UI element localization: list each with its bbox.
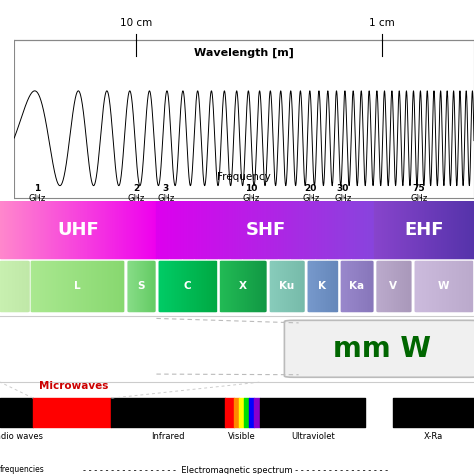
Text: V: V bbox=[390, 281, 397, 291]
Text: - - - - - - - - - - - - - - - - -  Electromagnetic spectrum - - - - - - - - - - : - - - - - - - - - - - - - - - - - Electr… bbox=[83, 466, 391, 474]
Text: SHF: SHF bbox=[246, 221, 285, 239]
Text: X-Ra: X-Ra bbox=[424, 432, 443, 441]
Text: UHF: UHF bbox=[57, 221, 99, 239]
Text: Wavelength [m]: Wavelength [m] bbox=[194, 48, 294, 58]
Text: GHz: GHz bbox=[302, 194, 319, 203]
Text: GHz: GHz bbox=[128, 194, 145, 203]
Text: frequencies: frequencies bbox=[0, 465, 45, 474]
Text: C: C bbox=[183, 281, 191, 291]
FancyBboxPatch shape bbox=[284, 320, 474, 377]
Text: GHz: GHz bbox=[157, 194, 174, 203]
Text: 30: 30 bbox=[337, 184, 349, 193]
Text: Frequency: Frequency bbox=[217, 173, 271, 182]
Text: GHz: GHz bbox=[28, 194, 46, 203]
Text: 1 cm: 1 cm bbox=[369, 18, 395, 27]
Text: Radio waves: Radio waves bbox=[0, 432, 43, 441]
Text: 3: 3 bbox=[163, 184, 169, 193]
Text: Microwaves: Microwaves bbox=[39, 381, 108, 391]
Text: 10: 10 bbox=[245, 184, 257, 193]
Text: S: S bbox=[137, 281, 145, 291]
Text: Ku: Ku bbox=[279, 281, 294, 291]
Text: 1: 1 bbox=[34, 184, 40, 193]
Text: L: L bbox=[74, 281, 80, 291]
Text: K: K bbox=[319, 281, 326, 291]
Text: 20: 20 bbox=[305, 184, 317, 193]
Text: EHF: EHF bbox=[404, 221, 444, 239]
Text: W: W bbox=[438, 281, 449, 291]
Text: GHz: GHz bbox=[242, 194, 260, 203]
Text: 75: 75 bbox=[412, 184, 425, 193]
Text: 2: 2 bbox=[133, 184, 139, 193]
Text: X: X bbox=[239, 281, 247, 291]
Text: mm W: mm W bbox=[333, 335, 430, 363]
Text: Infrared: Infrared bbox=[152, 432, 185, 441]
Text: Ultraviolet: Ultraviolet bbox=[291, 432, 335, 441]
Text: 10 cm: 10 cm bbox=[120, 18, 152, 27]
Text: Visible: Visible bbox=[228, 432, 256, 441]
Text: GHz: GHz bbox=[334, 194, 352, 203]
Text: Ka: Ka bbox=[349, 281, 364, 291]
Text: GHz: GHz bbox=[410, 194, 428, 203]
